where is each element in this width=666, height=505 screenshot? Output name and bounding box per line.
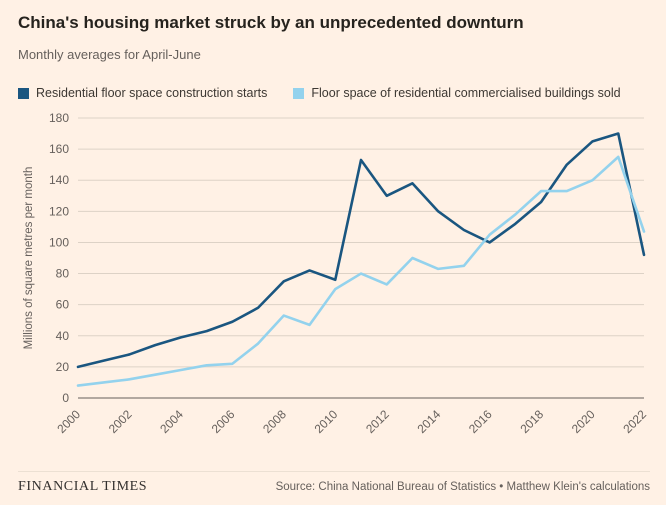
chart-area: 0 20 40 60 80 100 120 140 160 180 2000 2002 2004 2006… — [18, 108, 650, 452]
legend-label-floor-space-sold: Floor space of residential commercialise… — [311, 86, 621, 101]
svg-text:2006: 2006 — [209, 407, 238, 436]
svg-text:40: 40 — [56, 329, 70, 343]
svg-text:2016: 2016 — [466, 407, 495, 436]
svg-text:2010: 2010 — [312, 407, 341, 436]
svg-text:0: 0 — [62, 391, 69, 405]
legend-item-construction-starts: Residential floor space construction sta… — [18, 86, 267, 100]
chart-legend: Residential floor space construction sta… — [18, 86, 650, 100]
svg-text:160: 160 — [49, 142, 69, 156]
svg-text:100: 100 — [49, 236, 69, 250]
svg-text:2014: 2014 — [415, 407, 444, 436]
page-footer: FINANCIAL TIMES Source: China National B… — [18, 471, 650, 495]
source-note: Source: China National Bureau of Statist… — [275, 481, 650, 493]
svg-text:2008: 2008 — [260, 407, 289, 436]
chart-subtitle: Monthly averages for April-June — [18, 47, 201, 63]
svg-text:2012: 2012 — [363, 407, 392, 436]
legend-label-construction-starts: Residential floor space construction sta… — [36, 86, 268, 101]
svg-text:80: 80 — [56, 267, 70, 281]
svg-text:180: 180 — [49, 111, 69, 125]
legend-item-floor-space-sold: Floor space of residential commercialise… — [293, 86, 621, 101]
svg-text:60: 60 — [56, 298, 70, 312]
svg-text:120: 120 — [49, 205, 69, 219]
svg-text:2000: 2000 — [54, 407, 83, 436]
legend-swatch-floor-space-sold — [293, 87, 305, 99]
page-title: China's housing market struck by an unpr… — [18, 13, 524, 32]
svg-text:20: 20 — [56, 360, 70, 374]
legend-swatch-construction-starts — [18, 87, 29, 99]
svg-text:2022: 2022 — [620, 407, 649, 436]
svg-text:140: 140 — [49, 173, 69, 187]
svg-text:2002: 2002 — [106, 407, 135, 436]
svg-text:2020: 2020 — [569, 407, 598, 436]
svg-text:Millions of square metres per: Millions of square metres per month — [23, 167, 35, 350]
housing-market-line-chart: 0 20 40 60 80 100 120 140 160 180 2000 2002 2004 2006… — [23, 111, 649, 436]
svg-text:2004: 2004 — [157, 407, 186, 436]
svg-text:2018: 2018 — [517, 407, 546, 436]
ft-logo: FINANCIAL TIMES — [18, 479, 148, 494]
